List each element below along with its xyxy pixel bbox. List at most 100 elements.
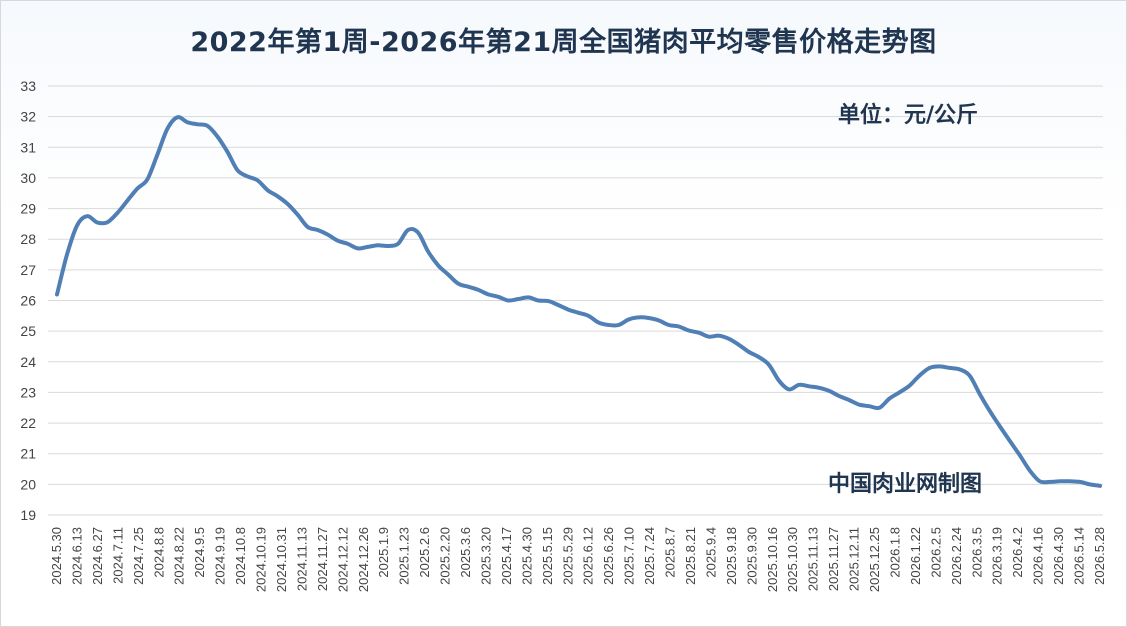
- data-point: [537, 299, 540, 302]
- data-point: [256, 179, 259, 182]
- y-tick-label: 28: [20, 231, 36, 247]
- x-tick-label: 2026.4.2: [1010, 527, 1025, 578]
- y-tick-label: 21: [20, 446, 36, 462]
- x-tick-label: 2026.4.30: [1051, 527, 1066, 585]
- data-point: [587, 314, 590, 317]
- x-tick-label: 2025.11.27: [826, 527, 841, 591]
- data-point: [938, 365, 941, 368]
- y-tick-label: 26: [20, 293, 36, 309]
- data-point: [1078, 480, 1081, 483]
- data-point: [356, 247, 359, 250]
- x-tick-label: 2024.8.8: [151, 527, 166, 578]
- y-axis-tick-labels: 19 20 21 22 23 24 25 26 27 28 29 30 31 32 33: [20, 78, 36, 523]
- data-point: [447, 273, 450, 276]
- data-point: [407, 229, 410, 232]
- y-tick-label: 32: [20, 109, 36, 125]
- data-point: [758, 356, 761, 359]
- data-point: [687, 329, 690, 332]
- data-point: [437, 264, 440, 267]
- data-point: [1018, 454, 1021, 457]
- data-point: [577, 311, 580, 314]
- data-point: [186, 121, 189, 124]
- data-point: [567, 308, 570, 311]
- data-point: [667, 324, 670, 327]
- data-point: [346, 242, 349, 245]
- y-tick-label: 22: [20, 415, 36, 431]
- x-tick-label: 2026.5.28: [1092, 527, 1107, 585]
- data-point: [316, 229, 319, 232]
- data-point: [306, 226, 309, 229]
- data-point: [798, 383, 801, 386]
- x-tick-label: 2025.8.21: [683, 527, 698, 585]
- data-point: [156, 153, 159, 156]
- data-point: [76, 224, 79, 227]
- data-point: [768, 363, 771, 366]
- data-point: [637, 316, 640, 319]
- x-tick-label: 2026.3.19: [990, 527, 1005, 585]
- data-point: [878, 406, 881, 409]
- data-point: [366, 245, 369, 248]
- x-tick-label: 2024.10.31: [274, 527, 289, 592]
- data-point: [868, 405, 871, 408]
- x-tick-label: 2024.9.5: [192, 527, 207, 578]
- unit-label: 单位：元/公斤: [838, 103, 979, 128]
- x-tick-label: 2024.6.27: [90, 527, 105, 585]
- x-tick-label: 2025.6.26: [601, 527, 616, 585]
- data-point: [467, 285, 470, 288]
- x-tick-label: 2025.3.6: [458, 527, 473, 578]
- data-point: [908, 384, 911, 387]
- data-point: [888, 397, 891, 400]
- x-tick-label: 2025.1.9: [376, 527, 391, 578]
- data-point: [387, 245, 390, 248]
- x-tick-label: 2024.7.25: [131, 527, 146, 585]
- data-point: [838, 395, 841, 398]
- data-point: [96, 221, 99, 224]
- data-point: [828, 389, 831, 392]
- data-point: [778, 379, 781, 382]
- x-tick-label: 2025.5.29: [560, 527, 575, 585]
- x-axis-tick-labels: 2024.5.30 2024.6.13 2024.6.27 2024.7.11 2024…: [49, 527, 1107, 592]
- data-point: [487, 293, 490, 296]
- data-point: [206, 124, 209, 127]
- data-point: [266, 189, 269, 192]
- data-point: [738, 343, 741, 346]
- data-point: [597, 321, 600, 324]
- data-point: [126, 199, 129, 202]
- data-point: [988, 409, 991, 412]
- x-tick-label: 2025.2.20: [438, 527, 453, 585]
- x-tick-label: 2024.11.13: [294, 527, 309, 591]
- data-point: [527, 296, 530, 299]
- data-point: [998, 425, 1001, 428]
- data-point: [417, 231, 420, 234]
- data-point: [1028, 469, 1031, 472]
- x-tick-label: 2025.12.25: [867, 527, 882, 592]
- x-tick-label: 2024.12.26: [356, 527, 371, 592]
- data-point: [457, 282, 460, 285]
- data-point: [547, 300, 550, 303]
- data-point: [106, 221, 109, 224]
- data-point: [958, 368, 961, 371]
- x-tick-label: 2025.6.12: [581, 527, 596, 585]
- x-tick-label: 2024.8.22: [172, 527, 187, 585]
- data-point: [226, 150, 229, 153]
- data-point: [136, 187, 139, 190]
- x-tick-label: 2025.9.4: [703, 527, 718, 578]
- data-point: [677, 325, 680, 328]
- data-point: [788, 388, 791, 391]
- data-point: [1099, 484, 1102, 487]
- data-point: [1089, 483, 1092, 486]
- y-tick-label: 30: [20, 170, 36, 186]
- x-tick-label: 2026.1.22: [908, 527, 923, 585]
- x-tick-label: 2026.2.5: [928, 527, 943, 578]
- y-tick-label: 33: [20, 78, 36, 94]
- data-point: [1008, 439, 1011, 442]
- x-tick-label: 2024.11.27: [315, 527, 330, 591]
- data-point: [657, 319, 660, 322]
- price-line: [55, 115, 1102, 488]
- x-tick-label: 2025.9.18: [724, 527, 739, 585]
- data-point: [427, 250, 430, 253]
- data-point: [276, 195, 279, 198]
- x-tick-label: 2025.5.15: [540, 527, 555, 585]
